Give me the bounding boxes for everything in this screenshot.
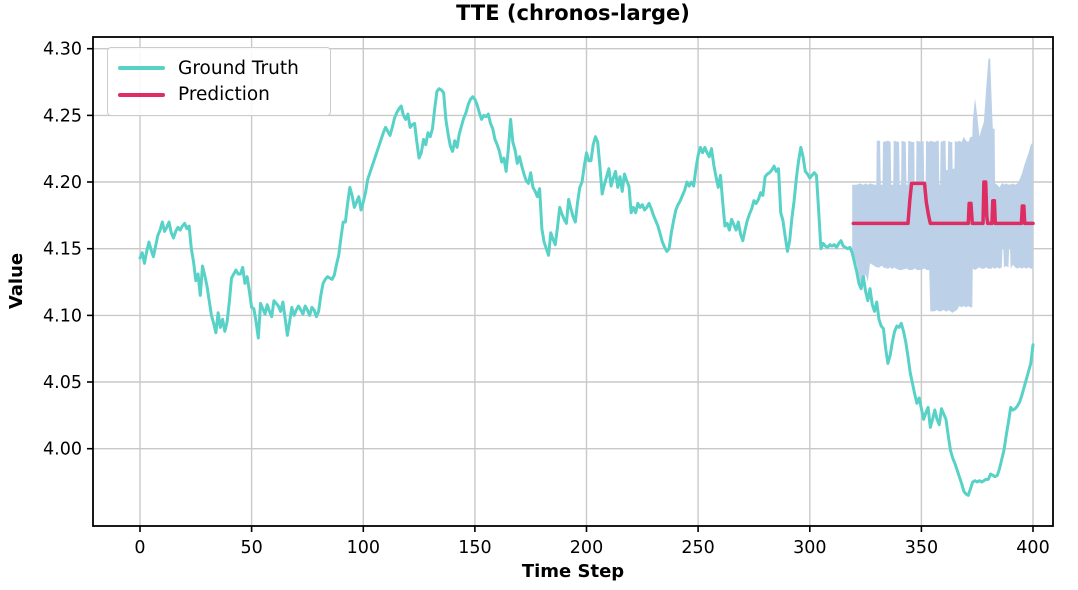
y-tick-label: 4.25 (43, 106, 82, 126)
y-axis-label: Value (6, 252, 27, 310)
x-tick-label: 100 (347, 538, 380, 558)
prediction-line-swatch (118, 92, 165, 97)
x-tick-label: 0 (134, 538, 145, 558)
legend-label: Prediction (178, 84, 270, 106)
legend-item-prediction: Prediction (118, 82, 318, 108)
data-layer (138, 58, 1035, 497)
x-tick-label: 50 (240, 538, 262, 558)
prediction-interval-band (852, 58, 1034, 313)
x-axis-label: Time Step (521, 561, 625, 582)
x-tick-label: 150 (458, 538, 491, 558)
x-tick-label: 300 (793, 538, 826, 558)
ground-truth-line-swatch (118, 66, 165, 71)
y-tick-label: 4.05 (43, 373, 82, 393)
y-tick-label: 4.15 (43, 240, 82, 260)
y-tick-label: 4.20 (43, 173, 82, 193)
y-tick-label: 4.10 (43, 306, 82, 326)
axis-ticks (87, 47, 1034, 532)
legend-label: Ground Truth (178, 57, 299, 79)
y-tick-label: 4.00 (43, 440, 82, 460)
legend: Ground Truth Prediction (107, 47, 331, 116)
y-tick-label: 4.30 (43, 40, 82, 60)
prediction-line (851, 180, 1035, 226)
tick-labels: 0 50 100 150 200 250 300 350 400 4.00 4.05 4.10 4.15… (43, 40, 1050, 558)
x-tick-label: 350 (905, 538, 938, 558)
x-tick-label: 250 (681, 538, 714, 558)
plot-frame (92, 36, 1054, 527)
x-tick-label: 400 (1016, 538, 1049, 558)
ground-truth-line (138, 87, 1035, 497)
chart-title: TTE (chronos-large) (456, 1, 690, 25)
legend-item-ground-truth: Ground Truth (118, 55, 318, 81)
x-tick-label: 200 (570, 538, 603, 558)
